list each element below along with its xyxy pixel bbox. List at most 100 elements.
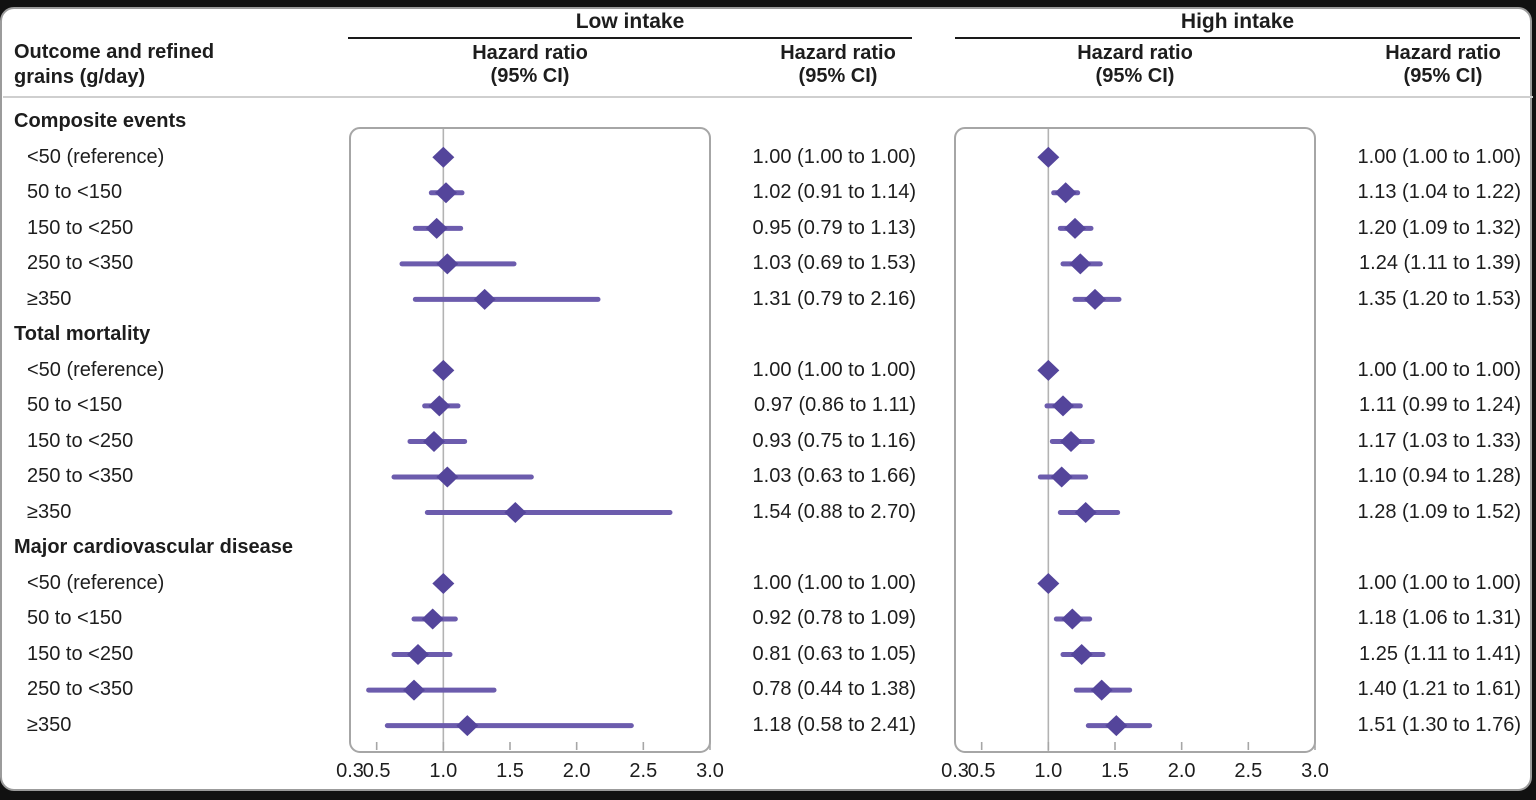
axis-tick-label: 2.5 (629, 760, 657, 782)
hazard-value-low: 1.54 (0.88 to 2.70) (752, 500, 916, 523)
hazard-value-high: 1.17 (1.03 to 1.33) (1357, 429, 1521, 452)
col-header-line1: Hazard ratio (780, 42, 896, 64)
group-title-low-intake: Low intake (575, 10, 685, 33)
row-label: 50 to <150 (27, 607, 123, 630)
diamond-marker (428, 395, 451, 417)
row-label: 250 to <350 (27, 678, 134, 701)
diamond-marker (432, 573, 455, 595)
diamond-marker (432, 359, 455, 381)
hazard-value-high: 1.28 (1.09 to 1.52) (1357, 500, 1521, 523)
section-header: Major cardiovascular disease (14, 536, 294, 559)
diamond-marker (1064, 217, 1086, 239)
col-header-line2: (95% CI) (798, 65, 878, 87)
row-label: ≥350 (27, 713, 72, 736)
col-header-line1: Hazard ratio (1077, 42, 1193, 64)
hazard-value-low: 0.81 (0.63 to 1.05) (752, 642, 916, 665)
hazard-value-high: 1.00 (1.00 to 1.00) (1357, 358, 1521, 381)
hazard-value-low: 0.93 (0.75 to 1.16) (752, 429, 916, 452)
hazard-value-high: 1.13 (1.04 to 1.22) (1357, 181, 1521, 204)
row-label: <50 (reference) (27, 358, 165, 381)
hazard-value-high: 1.18 (1.06 to 1.31) (1357, 607, 1521, 630)
axis-tick-label: 2.0 (1168, 760, 1196, 782)
col-header-low-values: Hazard ratio (95% CI) (728, 42, 948, 88)
hazard-value-low: 0.95 (0.79 to 1.13) (752, 216, 916, 239)
row-label: 150 to <250 (27, 216, 134, 239)
diamond-marker (1060, 430, 1082, 452)
row-label: 250 to <350 (27, 465, 134, 488)
diamond-marker (403, 679, 425, 701)
diamond-marker (1037, 573, 1060, 595)
high-intake-forest-plot: 0.30.5 1.0 1.5 2.0 2.5 3.0 (941, 127, 1329, 782)
diamond-marker (1069, 253, 1092, 275)
hazard-value-low: 1.03 (0.69 to 1.53) (752, 252, 916, 275)
group-underline-high (955, 37, 1520, 39)
diamond-marker (1052, 395, 1074, 417)
axis-tick-label: 1.5 (1101, 760, 1129, 782)
axis-tick-label: 3.0 (696, 760, 724, 782)
section-header: Composite events (14, 110, 187, 132)
row-label: 50 to <150 (27, 394, 123, 417)
hazard-value-high: 1.10 (0.94 to 1.28) (1357, 465, 1521, 488)
axis-tick-label: 0.5 (363, 760, 391, 782)
hazard-value-low: 1.18 (0.58 to 2.41) (752, 713, 916, 736)
low-intake-forest-plot: 0.30.5 1.0 1.5 2.0 2.5 3.0 (336, 127, 724, 782)
diamond-marker (1061, 608, 1084, 630)
hazard-value-low: 1.03 (0.63 to 1.66) (752, 465, 916, 488)
diamond-marker (504, 501, 527, 523)
hazard-value-high: 1.11 (0.99 to 1.24) (1359, 394, 1521, 417)
hazard-value-high: 1.51 (1.30 to 1.76) (1357, 713, 1521, 736)
figure-background (0, 7, 1532, 791)
diamond-marker (1054, 182, 1077, 204)
axis-tick-label: 2.0 (563, 760, 591, 782)
diamond-marker (1070, 644, 1093, 666)
col-header-low-plot: Hazard ratio (95% CI) (420, 42, 640, 88)
group-underline-low (348, 37, 912, 39)
axis-tick-label: 2.5 (1234, 760, 1262, 782)
plot-box (954, 127, 1316, 753)
axis-tick-label: 0.3 (336, 760, 364, 782)
row-label: ≥350 (27, 287, 72, 310)
axis-tick-label: 1.5 (496, 760, 524, 782)
hazard-value-high: 1.24 (1.11 to 1.39) (1359, 252, 1521, 275)
row-label: 250 to <350 (27, 252, 134, 275)
hazard-value-high: 1.35 (1.20 to 1.53) (1357, 287, 1521, 310)
row-label: <50 (reference) (27, 571, 165, 594)
diamond-marker (436, 466, 459, 488)
col-header-high-values: Hazard ratio (95% CI) (1333, 42, 1536, 88)
hazard-value-high: 1.40 (1.21 to 1.61) (1357, 678, 1521, 701)
col-header-line2: (95% CI) (1403, 65, 1483, 87)
diamond-marker (432, 146, 455, 168)
row-label: <50 (reference) (27, 145, 165, 168)
diamond-marker (473, 288, 496, 310)
hazard-value-high: 1.20 (1.09 to 1.32) (1357, 216, 1521, 239)
hazard-value-high: 1.00 (1.00 to 1.00) (1357, 145, 1521, 168)
header-separator-rule (3, 96, 1533, 98)
axis-tick-label: 1.0 (429, 760, 457, 782)
col-header-line1: Hazard ratio (472, 42, 588, 64)
axis-tick-label: 3.0 (1301, 760, 1329, 782)
col-header-line2: (95% CI) (1095, 65, 1175, 87)
hazard-value-low: 0.92 (0.78 to 1.09) (752, 607, 916, 630)
axis-tick-label: 1.0 (1034, 760, 1062, 782)
diamond-marker (1084, 288, 1106, 310)
hazard-value-low: 1.00 (1.00 to 1.00) (752, 571, 916, 594)
diamond-marker (421, 608, 444, 630)
diamond-marker (407, 644, 429, 666)
hazard-value-low: 1.00 (1.00 to 1.00) (752, 358, 916, 381)
diamond-marker (1090, 679, 1113, 701)
diamond-marker (1037, 359, 1060, 381)
row-label-column-title: Outcome and refined grains (g/day) (14, 41, 215, 88)
diamond-marker (425, 217, 448, 239)
diamond-marker (1037, 146, 1060, 168)
row-label: ≥350 (27, 500, 72, 523)
col-header-line2: (95% CI) (490, 65, 570, 87)
diamond-marker (435, 182, 457, 204)
diamond-marker (436, 253, 459, 275)
diamond-marker (1050, 466, 1073, 488)
col-header-high-plot: Hazard ratio (95% CI) (1025, 42, 1245, 88)
col-header-line1: Hazard ratio (1385, 42, 1501, 64)
row-label: 150 to <250 (27, 429, 134, 452)
hazard-value-low: 1.02 (0.91 to 1.14) (752, 181, 916, 204)
group-title-high-intake: High intake (1180, 10, 1295, 33)
